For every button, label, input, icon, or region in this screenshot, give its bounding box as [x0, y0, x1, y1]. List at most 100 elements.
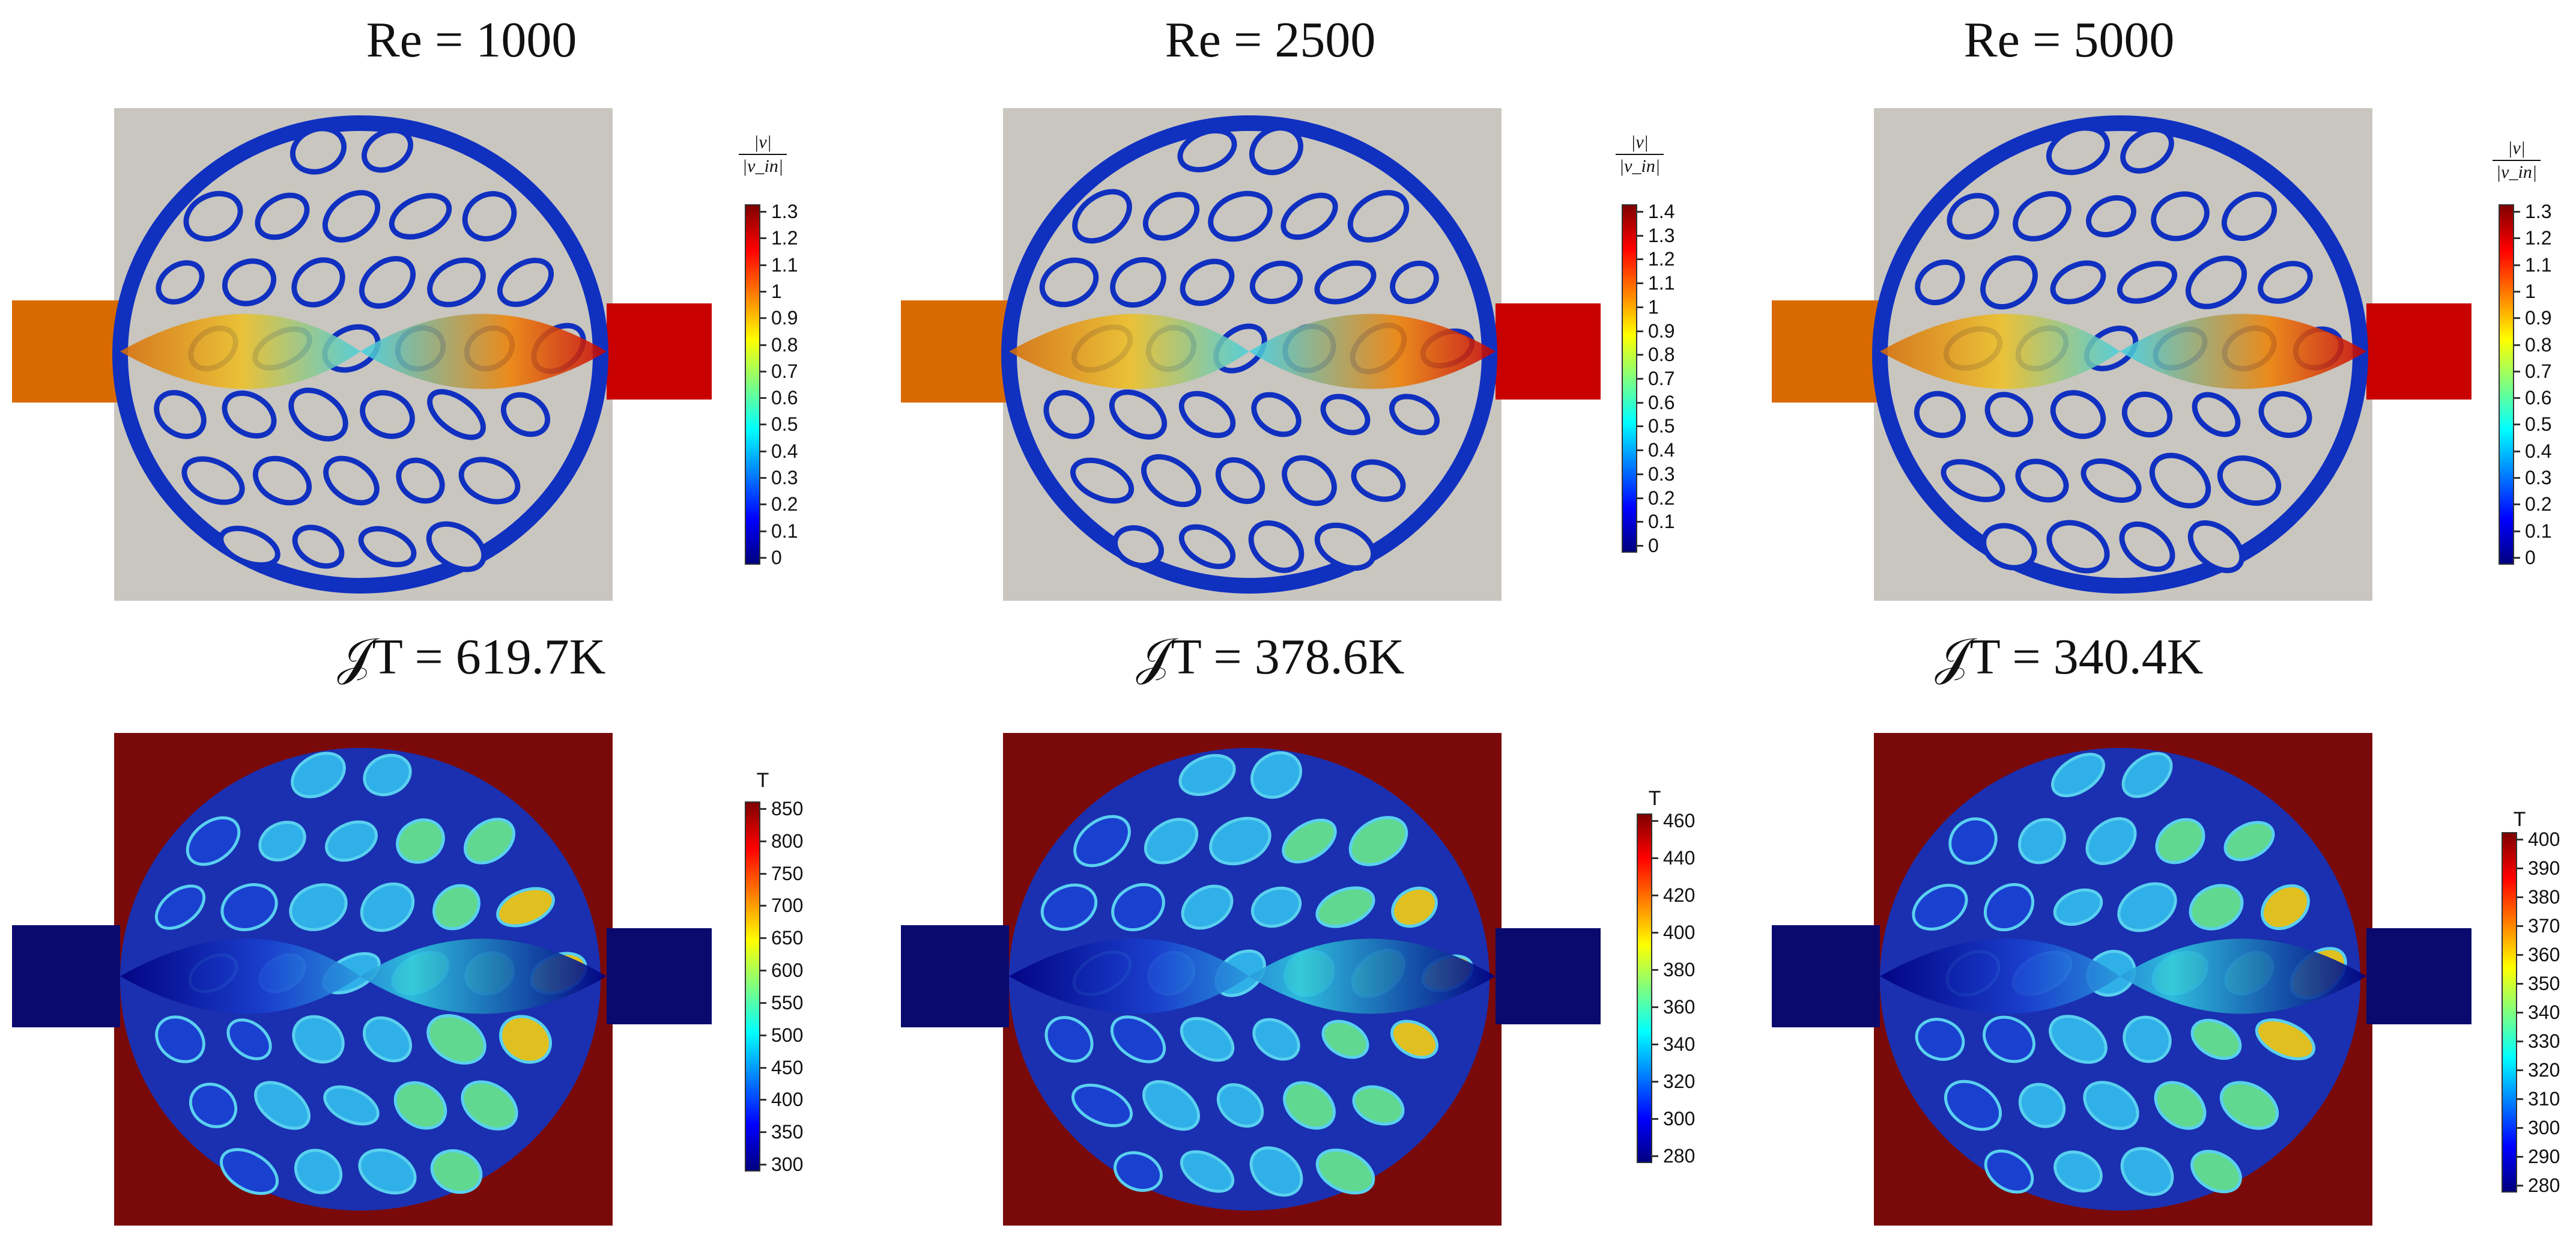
- colorbar-tick-mark: [760, 450, 766, 452]
- colorbar-tick-label: 1.2: [2525, 227, 2552, 249]
- colorbar-tick-mark: [760, 905, 766, 907]
- colorbar-tick-label: 0.8: [2525, 333, 2552, 356]
- central-flow-path: [1009, 314, 1496, 389]
- colorbar-tick-label: 1.4: [1648, 201, 1675, 222]
- colorbar-tick-label: 320: [1663, 1071, 1696, 1092]
- colorbar-tick-mark: [760, 477, 766, 479]
- colorbar-tick-mark: [760, 1164, 766, 1166]
- colorbar-tick-mark: [2514, 477, 2520, 479]
- colorbar-tick-label: 750: [771, 862, 804, 884]
- colorbar-tick-mark: [760, 503, 766, 506]
- colorbar-tick-mark: [760, 840, 766, 842]
- colorbar-tick-mark: [760, 557, 766, 559]
- colorbar-tick-label: 340: [2528, 1001, 2560, 1023]
- colorbar-tick-mark: [1637, 449, 1643, 452]
- outlet-channel: [1496, 928, 1601, 1024]
- outlet-channel: [607, 303, 712, 400]
- outlet-channel: [607, 928, 712, 1024]
- title-jt-1: 𝒥T = 619.7K: [337, 629, 606, 685]
- colorbar-tick-mark: [1652, 1081, 1658, 1083]
- colorbar-tick-label: 1.3: [1648, 224, 1675, 246]
- colorbar-tick-mark: [760, 1001, 766, 1004]
- colorbar-tick-mark: [760, 1099, 766, 1101]
- colorbar-tick-mark: [2514, 397, 2520, 400]
- colorbar-tick-label: 300: [2528, 1117, 2560, 1138]
- colorbar-tick-mark: [2517, 868, 2523, 869]
- channel-network: [1009, 748, 1496, 1211]
- colorbar-tick-mark: [760, 211, 766, 213]
- colorbar-tick-mark: [760, 872, 766, 875]
- colorbar-tick-mark: [2517, 954, 2523, 956]
- colorbar-tick-label: 0.3: [1648, 463, 1675, 485]
- colorbar-tick-mark: [2517, 1012, 2523, 1014]
- central-flow-path: [120, 314, 607, 389]
- colorbar-tick-label: 390: [2528, 857, 2560, 879]
- colorbar-tick-mark: [760, 1131, 766, 1134]
- colorbar-tick-label: 700: [771, 895, 804, 917]
- colorbar-tick-mark: [1652, 857, 1658, 859]
- colorbar-tick-mark: [1637, 282, 1643, 285]
- colorbar-tick-label: 450: [771, 1056, 804, 1078]
- colorbar-tick-mark: [1652, 1044, 1658, 1045]
- colorbar-tick-label: 360: [1663, 996, 1696, 1018]
- colorbar-tick-mark: [1652, 1155, 1658, 1157]
- temperature-field-2: [901, 733, 1601, 1226]
- inlet-channel: [12, 925, 120, 1027]
- colorbar-tick-label: 0.5: [2525, 413, 2552, 436]
- colorbar-tick-mark: [2517, 1069, 2523, 1071]
- colorbar-tick-mark: [760, 937, 766, 940]
- colorbar-tick-label: 0.7: [771, 360, 798, 382]
- colorbar-tick-label: 1.2: [771, 227, 798, 249]
- outlet-channel: [2366, 303, 2471, 400]
- colorbar-tick-mark: [2517, 839, 2523, 840]
- colorbar-tick-label: 1.3: [2525, 201, 2552, 222]
- velocity-field-re2500: [901, 108, 1601, 601]
- colorbar-tick-mark: [2514, 424, 2520, 426]
- temperature-colorbar-2: T 460 440 420 400 380 360 340 320 300 280: [1637, 787, 1715, 1178]
- colorbar-tick-label: 400: [1663, 922, 1696, 943]
- colorbar-tick-label: 1.3: [771, 201, 798, 222]
- colorbar-tick-mark: [760, 1066, 766, 1069]
- colorbar-tick-label: 1: [1648, 296, 1659, 318]
- colorbar-tick-label: 400: [771, 1089, 804, 1111]
- colorbar-tick-label: 300: [1663, 1108, 1696, 1129]
- colorbar-tick-mark: [2514, 264, 2520, 266]
- colorbar-tick-mark: [760, 397, 766, 400]
- colorbar-tick-mark: [2514, 450, 2520, 452]
- colorbar-tick-mark: [760, 344, 766, 346]
- title-re-5000: Re = 5000: [1963, 12, 2175, 68]
- colorbar-tick-mark: [2514, 211, 2520, 213]
- colorbar-tick-mark: [2517, 1041, 2523, 1042]
- colorbar-gradient: [745, 204, 760, 565]
- temperature-field-3: [1772, 733, 2471, 1226]
- colorbar-title: |v| |v_in|: [1616, 132, 1664, 177]
- colorbar-tick-mark: [2514, 503, 2520, 506]
- colorbar-tick-mark: [760, 370, 766, 372]
- colorbar-tick-label: 0.1: [2525, 520, 2552, 542]
- colorbar-tick-label: 1.1: [771, 254, 798, 276]
- channel-network: [1880, 748, 2366, 1211]
- colorbar-title: |v| |v_in|: [2493, 138, 2541, 183]
- colorbar-tick-mark: [1652, 1118, 1658, 1120]
- colorbar-tick-label: 1: [2525, 280, 2536, 302]
- temperature-colorbar-1: T 850 800 750 700 650 600 550 500 450 400 350 300: [745, 769, 823, 1190]
- colorbar-tick-mark: [760, 1034, 766, 1036]
- colorbar-tick-label: 0.9: [2525, 307, 2552, 329]
- colorbar-tick-mark: [1637, 425, 1643, 428]
- colorbar-tick-label: 370: [2528, 915, 2560, 937]
- colorbar-tick-mark: [760, 317, 766, 320]
- temperature-colorbar-3: T 400 390 380 370 360 350 340 330 320 310 300 290 28…: [2502, 808, 2574, 1195]
- colorbar-tick-label: 0.6: [1648, 391, 1675, 413]
- colorbar-tick-label: 0: [2525, 547, 2536, 568]
- inlet-channel: [901, 300, 1009, 403]
- colorbar-gradient: [2499, 204, 2514, 565]
- colorbar-tick-mark: [1637, 401, 1643, 404]
- colorbar-tick-label: 350: [771, 1121, 804, 1143]
- colorbar-gradient: [2502, 832, 2517, 1193]
- colorbar-tick-label: 340: [1663, 1033, 1696, 1055]
- colorbar-gradient: [1622, 204, 1637, 553]
- colorbar-tick-label: 440: [1663, 847, 1696, 869]
- colorbar-tick-mark: [2514, 317, 2520, 320]
- colorbar-tick-mark: [2514, 290, 2520, 293]
- outlet-channel: [2366, 928, 2471, 1024]
